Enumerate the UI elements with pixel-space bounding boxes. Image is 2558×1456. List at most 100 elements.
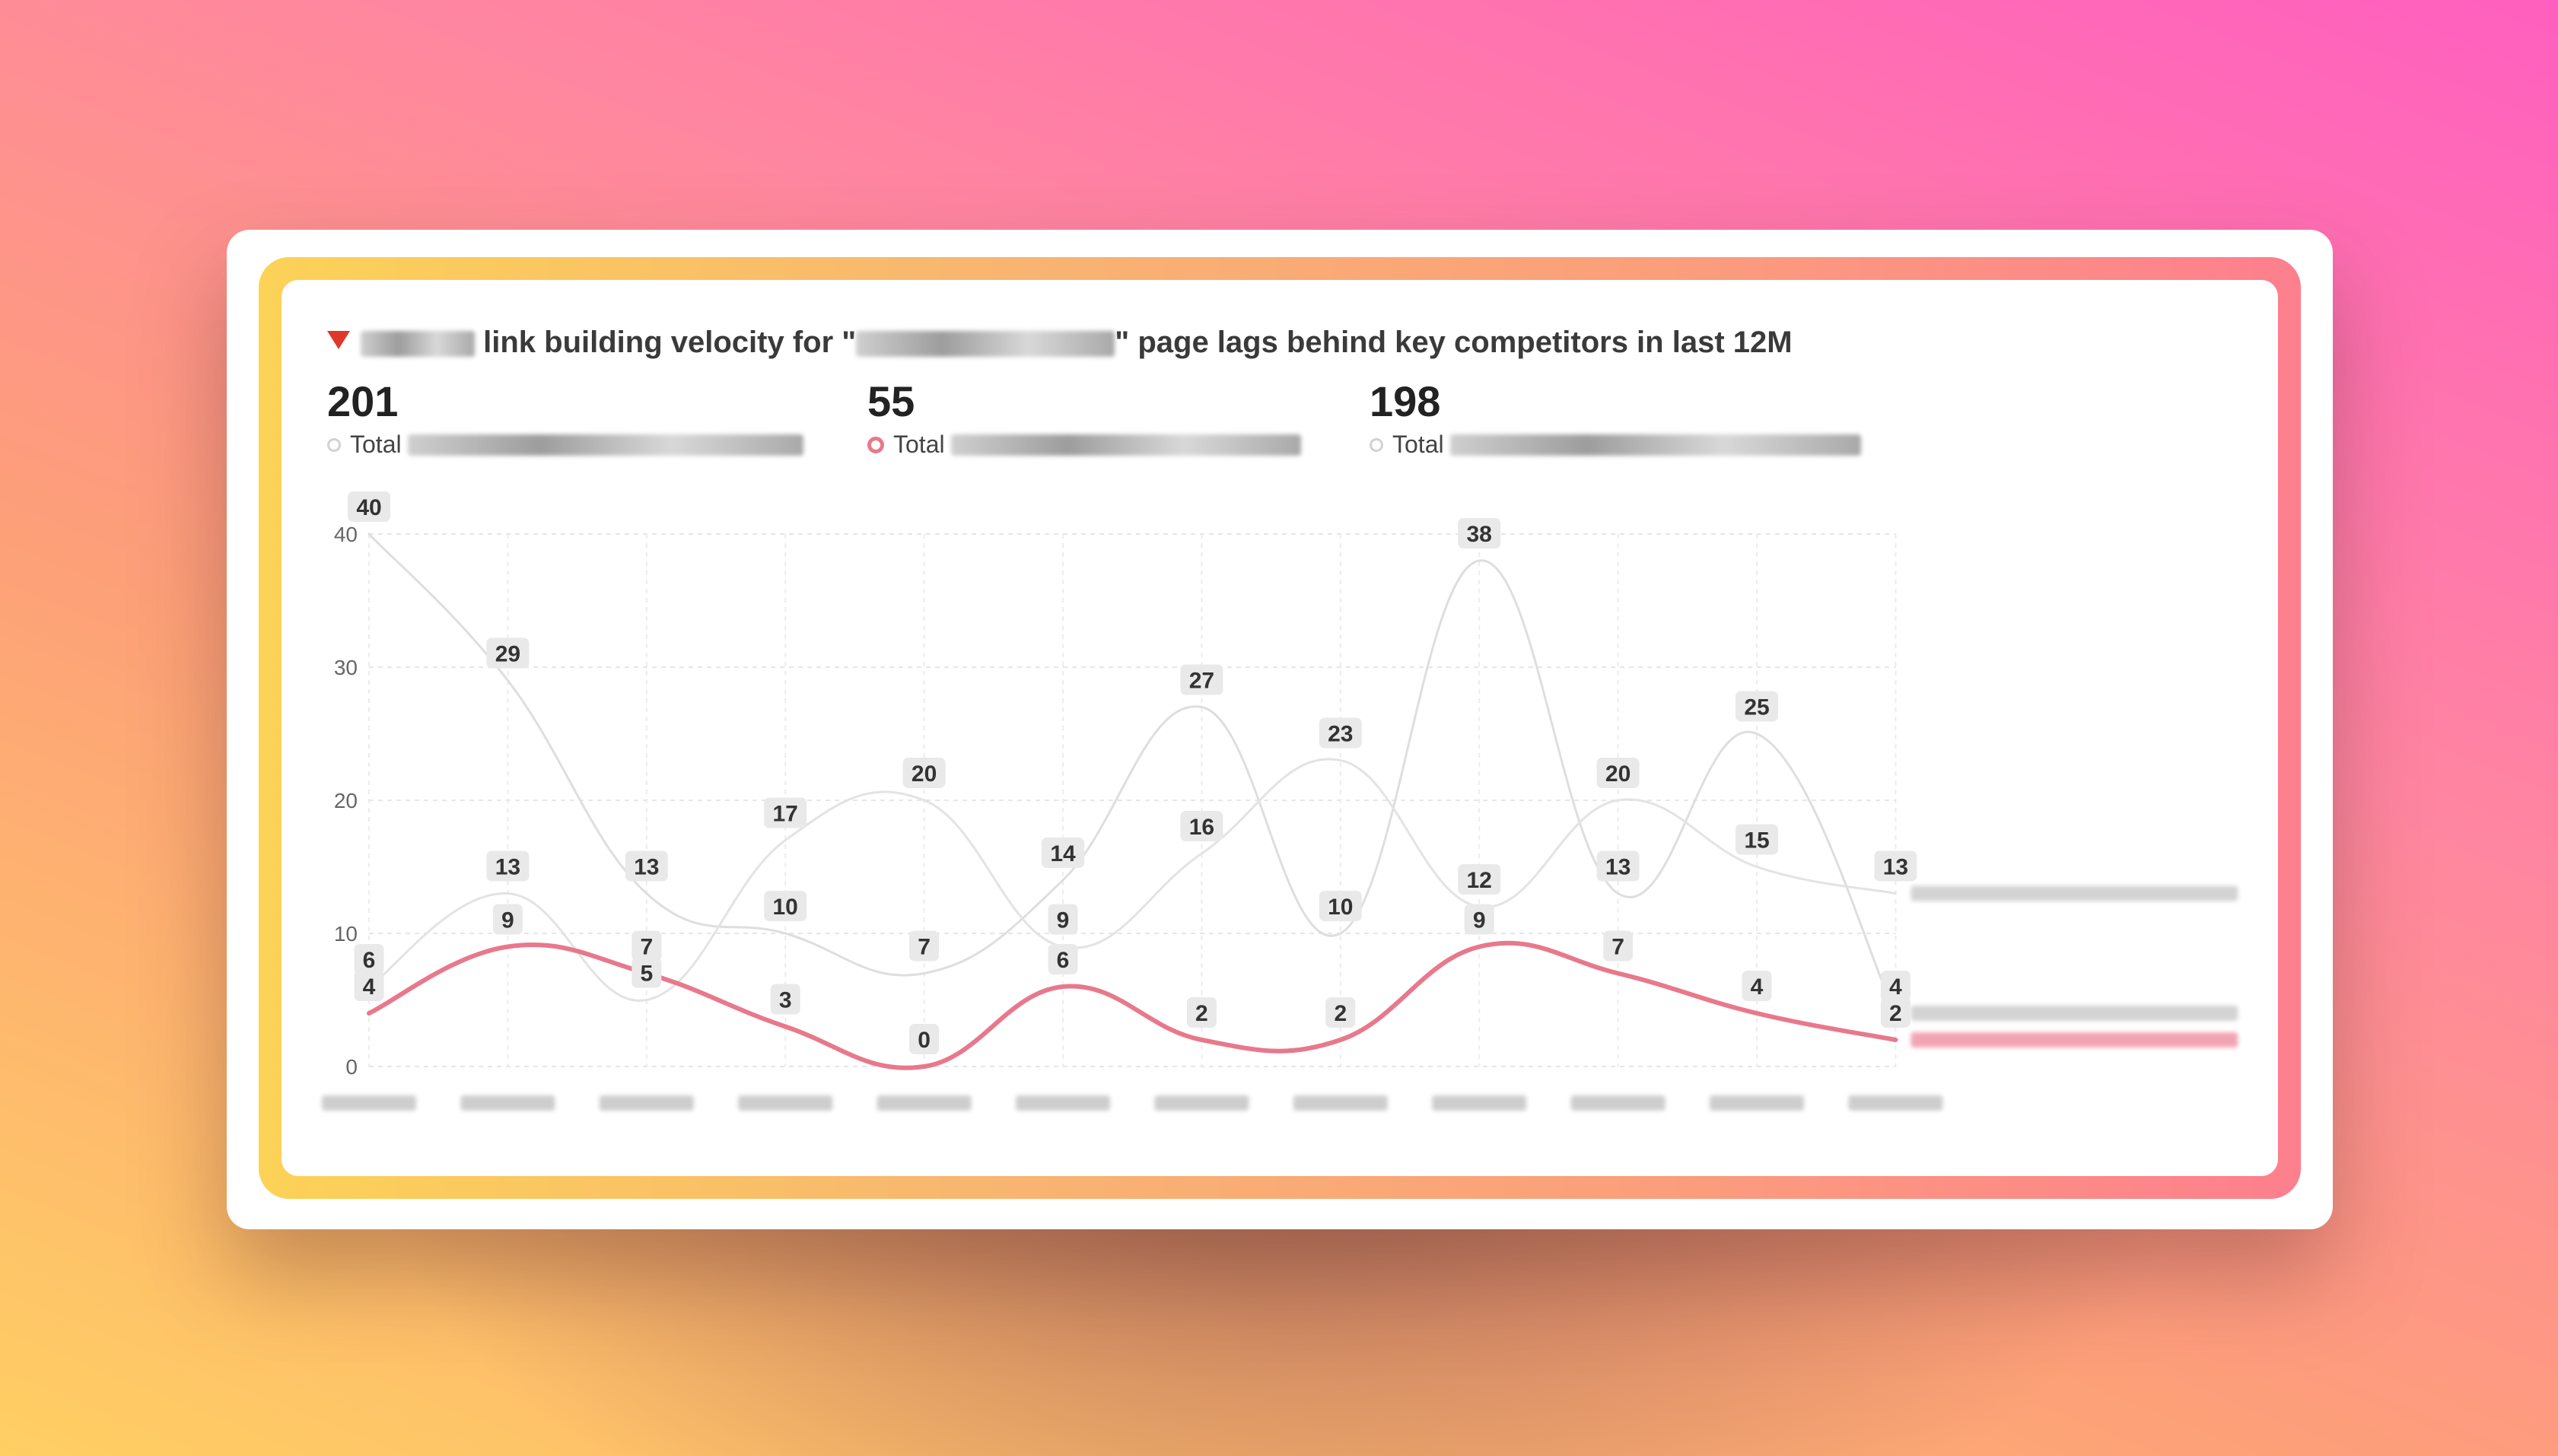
svg-text:9: 9: [1057, 908, 1070, 933]
svg-text:17: 17: [773, 802, 798, 827]
data-label: 12: [1458, 864, 1501, 895]
y-tick-label: 30: [334, 656, 358, 679]
svg-text:13: 13: [1883, 855, 1908, 880]
data-label: 27: [1180, 664, 1223, 695]
svg-text:4: 4: [1751, 974, 1764, 1000]
svg-text:2: 2: [1889, 1001, 1902, 1026]
data-label: 7: [1603, 930, 1634, 962]
svg-text:2: 2: [1195, 1001, 1208, 1026]
svg-text:16: 16: [1189, 815, 1214, 840]
data-label: 2: [1325, 997, 1356, 1028]
redacted-text: [856, 331, 1115, 358]
data-label: 20: [1596, 758, 1640, 788]
data-label: 23: [1319, 717, 1362, 749]
legend-dot-icon: [1370, 437, 1383, 452]
series-line-1: [367, 532, 1897, 1015]
data-label: 29: [486, 637, 530, 669]
data-label: 16: [1180, 811, 1223, 841]
svg-text:7: 7: [918, 935, 931, 960]
series-end-label-redacted: [1911, 1006, 2238, 1021]
svg-text:7: 7: [640, 935, 653, 960]
data-label: 7: [632, 930, 662, 962]
data-label: 15: [1736, 824, 1778, 855]
svg-text:3: 3: [779, 988, 792, 1013]
down-triangle-icon: [327, 331, 350, 349]
svg-text:38: 38: [1467, 522, 1492, 547]
svg-text:13: 13: [1605, 855, 1631, 880]
redacted-text: [1450, 434, 1862, 456]
data-label: 0: [909, 1024, 940, 1054]
svg-text:9: 9: [1473, 908, 1486, 933]
svg-text:27: 27: [1189, 669, 1214, 694]
svg-text:13: 13: [495, 855, 520, 880]
headline-text: link building velocity for ": [483, 326, 857, 359]
svg-text:10: 10: [1328, 895, 1353, 920]
data-label: 38: [1458, 518, 1501, 548]
redacted-text: [361, 331, 475, 358]
data-label: 10: [1319, 891, 1362, 921]
series-end-labels: [1911, 885, 2238, 1047]
svg-text:13: 13: [634, 855, 659, 880]
data-label: 13: [1874, 850, 1917, 882]
outer-card: link building velocity for " " page lags …: [227, 230, 2333, 1229]
svg-text:25: 25: [1744, 695, 1769, 720]
svg-text:12: 12: [1467, 868, 1492, 893]
x-tick-label-redacted: [1016, 1095, 1110, 1111]
x-tick-label-redacted: [1293, 1095, 1388, 1111]
stat-caption: Total: [893, 431, 945, 458]
x-tick-label-redacted: [1432, 1095, 1527, 1111]
x-tick-label-redacted: [738, 1095, 833, 1111]
data-label: 4: [1880, 971, 1911, 1001]
x-tick-label-redacted: [1710, 1095, 1804, 1111]
y-axis: 0 10 20 30 40: [334, 523, 358, 1079]
y-tick-label: 20: [334, 789, 358, 812]
legend-dot-icon: [327, 437, 341, 452]
svg-text:29: 29: [495, 642, 520, 667]
data-label: 5: [632, 957, 662, 988]
x-axis: [322, 1095, 1943, 1111]
data-label: 6: [354, 944, 384, 974]
data-label: 25: [1736, 691, 1778, 722]
data-label: 20: [902, 758, 946, 788]
series-line-3: [367, 940, 1898, 1070]
stat-value: 55: [867, 377, 915, 425]
svg-text:0: 0: [918, 1028, 931, 1053]
x-tick-label-redacted: [1154, 1095, 1249, 1111]
series-line-2: [367, 758, 1897, 1002]
gradient-frame: link building velocity for " " page lags …: [259, 257, 2301, 1199]
y-tick-label: 0: [345, 1055, 358, 1079]
stat-caption: Total: [350, 431, 402, 458]
svg-text:2: 2: [1334, 1001, 1347, 1026]
data-label: 14: [1042, 838, 1084, 868]
series-end-label-redacted: [1911, 1032, 2238, 1047]
data-label: 9: [492, 904, 523, 935]
data-label: 4: [1742, 971, 1772, 1001]
stat-value: 198: [1370, 377, 1441, 425]
svg-text:23: 23: [1328, 722, 1353, 747]
data-label: 2: [1880, 997, 1911, 1028]
x-tick-label-redacted: [1570, 1095, 1666, 1111]
y-tick-label: 10: [334, 922, 358, 946]
y-tick-label: 40: [334, 523, 358, 546]
data-label: 4: [354, 971, 384, 1001]
svg-text:20: 20: [912, 761, 937, 787]
chart-panel: link building velocity for " " page lags …: [282, 280, 2278, 1176]
stat-total-3: 198 Total: [1370, 377, 1862, 459]
svg-text:40: 40: [356, 495, 381, 520]
svg-text:5: 5: [640, 962, 653, 987]
redacted-text: [408, 434, 804, 456]
legend-dot-icon: [867, 436, 884, 453]
data-label: 9: [1464, 904, 1494, 935]
svg-text:6: 6: [1057, 948, 1070, 973]
data-label: 7: [909, 930, 940, 962]
svg-text:4: 4: [1889, 974, 1902, 1000]
data-label: 13: [1596, 850, 1640, 882]
x-tick-label-redacted: [1848, 1095, 1943, 1111]
x-tick-label-redacted: [322, 1095, 416, 1111]
series-end-label-redacted: [1911, 885, 2238, 901]
chart-headline: link building velocity for " " page lags …: [327, 326, 2229, 360]
data-label: 6: [1048, 944, 1078, 974]
redacted-text: [951, 434, 1302, 456]
stat-caption: Total: [1392, 431, 1444, 458]
